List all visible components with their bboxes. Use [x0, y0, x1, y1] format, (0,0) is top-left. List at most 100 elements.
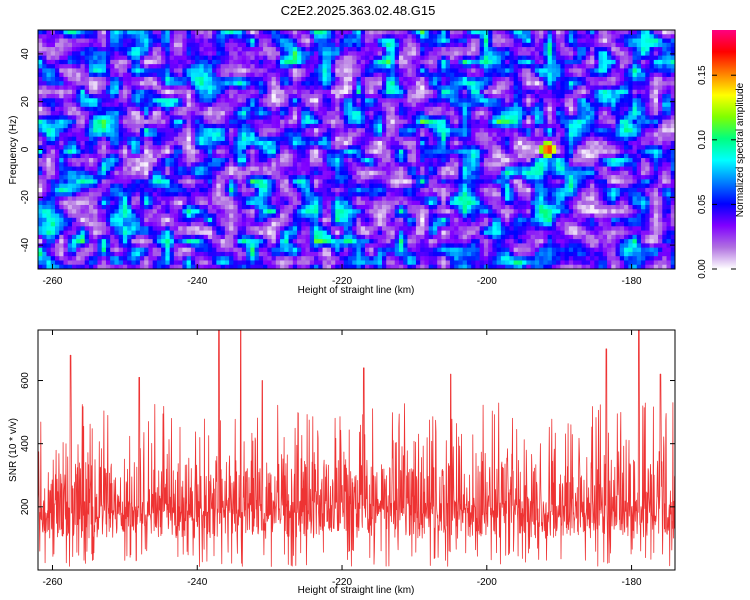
- heatmap-cell: [84, 81, 90, 86]
- heatmap-cell: [275, 89, 281, 95]
- heatmap-cell: [360, 119, 366, 125]
- heatmap-cell: [573, 119, 578, 125]
- heatmap-cell: [292, 115, 298, 121]
- heatmap-cell: [309, 158, 315, 163]
- heatmap-cell: [649, 119, 655, 125]
- heatmap-cell: [352, 59, 357, 65]
- heatmap-cell: [649, 106, 655, 112]
- heatmap-cell: [42, 76, 47, 82]
- heatmap-cell: [492, 89, 498, 95]
- heatmap-cell: [76, 59, 81, 65]
- heatmap-cell: [458, 89, 464, 95]
- heatmap-cell: [309, 115, 315, 121]
- heatmap-cell: [500, 89, 506, 95]
- heatmap-cell: [114, 170, 120, 176]
- heatmap-cell: [577, 98, 582, 103]
- heatmap-cell: [573, 153, 578, 159]
- heatmap-cell: [645, 94, 650, 99]
- heatmap-cell: [110, 42, 115, 48]
- heatmap-cell: [619, 140, 625, 146]
- heatmap-cell: [335, 30, 340, 35]
- heatmap-cell: [488, 59, 493, 65]
- heatmap-cell: [386, 59, 391, 65]
- heatmap-cell: [522, 81, 527, 86]
- heatmap-cell: [488, 111, 493, 116]
- heatmap-cell: [424, 47, 430, 52]
- heatmap-cell: [594, 145, 599, 150]
- heatmap-cell: [662, 76, 667, 82]
- heatmap-cell: [229, 162, 234, 167]
- heatmap-cell: [71, 162, 77, 167]
- heatmap-cell: [360, 145, 366, 150]
- heatmap-cell: [607, 162, 612, 167]
- heatmap-cell: [203, 119, 209, 125]
- heatmap-cell: [161, 128, 166, 133]
- heatmap-cell: [161, 76, 166, 82]
- heatmap-cell: [199, 72, 205, 78]
- heatmap-cell: [131, 55, 137, 61]
- heatmap-cell: [594, 72, 599, 78]
- heatmap-cell: [80, 38, 86, 44]
- heatmap-cell: [598, 38, 604, 44]
- heatmap-cell: [88, 94, 94, 99]
- heatmap-cell: [322, 81, 328, 86]
- heatmap-cell: [314, 98, 319, 103]
- heatmap-cell: [271, 81, 277, 86]
- heatmap-cell: [636, 42, 642, 48]
- heatmap-cell: [161, 136, 166, 142]
- heatmap-cell: [195, 47, 200, 52]
- heatmap-cell: [46, 119, 52, 125]
- heatmap-cell: [381, 119, 387, 125]
- heatmap-cell: [50, 38, 56, 44]
- heatmap-cell: [241, 123, 247, 129]
- heatmap-cell: [101, 153, 107, 159]
- heatmap-cell: [496, 115, 502, 121]
- heatmap-cell: [190, 158, 196, 163]
- heatmap-cell: [275, 59, 281, 65]
- heatmap-cell: [420, 102, 425, 108]
- heatmap-cell: [280, 102, 285, 108]
- heatmap-cell: [449, 145, 455, 150]
- heatmap-cell: [101, 34, 107, 39]
- heatmap-cell: [224, 102, 230, 108]
- heatmap-cell: [458, 47, 464, 52]
- heatmap-cell: [636, 68, 642, 74]
- heatmap-cell: [585, 81, 591, 86]
- heatmap-cell: [254, 94, 260, 99]
- heatmap-cell: [602, 89, 608, 95]
- heatmap-cell: [216, 98, 222, 103]
- heatmap-cell: [54, 149, 60, 155]
- heatmap-cell: [547, 153, 553, 159]
- heatmap-cell: [573, 115, 578, 121]
- heatmap-cell: [93, 47, 98, 52]
- heatmap-cell: [658, 64, 663, 69]
- heatmap-cell: [590, 111, 595, 116]
- heatmap-cell: [305, 153, 311, 159]
- heatmap-cell: [641, 136, 646, 142]
- heatmap-cell: [339, 128, 345, 133]
- heatmap-cell: [46, 30, 52, 35]
- heatmap-cell: [420, 34, 425, 39]
- heatmap-cell: [428, 59, 434, 65]
- heatmap-cell: [513, 89, 519, 95]
- heatmap-cell: [530, 64, 536, 69]
- heatmap-cell: [97, 119, 103, 125]
- heatmap-cell: [496, 94, 502, 99]
- heatmap-cell: [411, 94, 417, 99]
- heatmap-cell: [441, 89, 447, 95]
- heatmap-cell: [263, 76, 268, 82]
- heatmap-cell: [628, 85, 633, 91]
- heatmap-cell: [84, 64, 90, 69]
- heatmap-cell: [475, 72, 481, 78]
- heatmap-cell: [568, 94, 574, 99]
- heatmap-cell: [645, 128, 650, 133]
- heatmap-cell: [343, 166, 349, 172]
- heatmap-cell: [543, 42, 548, 48]
- heatmap-cell: [471, 94, 476, 99]
- heatmap-cell: [377, 51, 383, 57]
- heatmap-cell: [105, 30, 111, 35]
- heatmap-cell: [624, 140, 629, 146]
- heatmap-cell: [598, 162, 604, 167]
- heatmap-cell: [254, 119, 260, 125]
- heatmap-cell: [479, 34, 485, 39]
